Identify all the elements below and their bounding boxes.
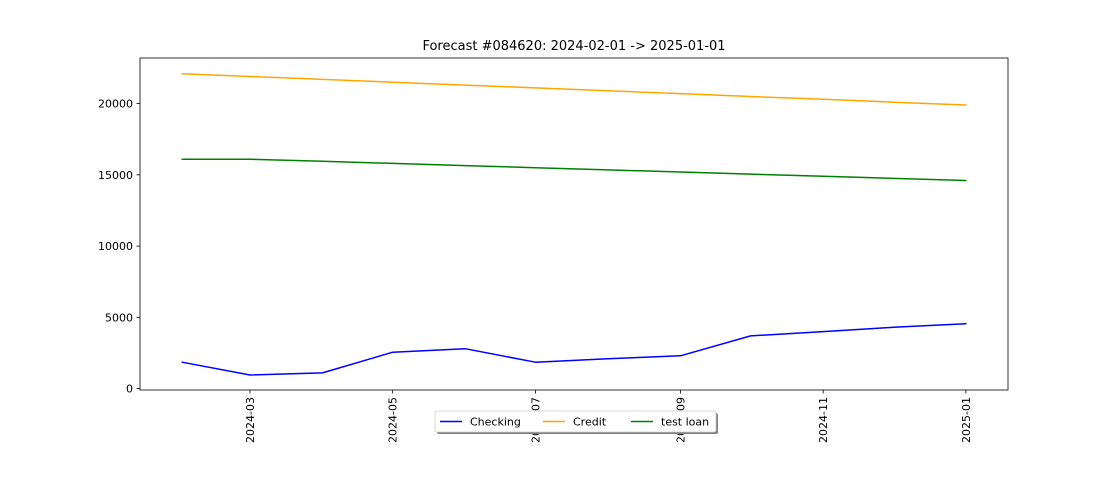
axes-frame (139, 57, 1009, 391)
series-line-test-loan (181, 158, 967, 182)
x-tick-label: 2024-11 (817, 397, 830, 443)
legend-label-test-loan: test loan (661, 416, 709, 429)
legend-label-checking: Checking (470, 416, 521, 429)
chart-title: Forecast #084620: 2024-02-01 -> 2025-01-… (422, 39, 725, 54)
x-tick-label: 2025-01 (960, 397, 973, 443)
series-line-credit (181, 72, 967, 106)
x-tick-label: 2024-03 (244, 397, 257, 443)
y-tick-label: 5000 (105, 311, 133, 324)
plot-area (181, 72, 967, 376)
axes: 050001000015000200002024-032024-052024-0… (98, 57, 1009, 443)
y-tick-label: 10000 (98, 240, 133, 253)
x-tick-label: 2024-05 (387, 397, 400, 443)
y-tick-label: 20000 (98, 98, 133, 111)
legend: Checking Credit test loan (434, 410, 718, 434)
legend-box (434, 410, 717, 433)
legend-label-credit: Credit (573, 416, 607, 429)
series-line-checking (181, 322, 967, 376)
y-tick-label: 0 (126, 383, 133, 396)
y-tick-label: 15000 (98, 169, 133, 182)
